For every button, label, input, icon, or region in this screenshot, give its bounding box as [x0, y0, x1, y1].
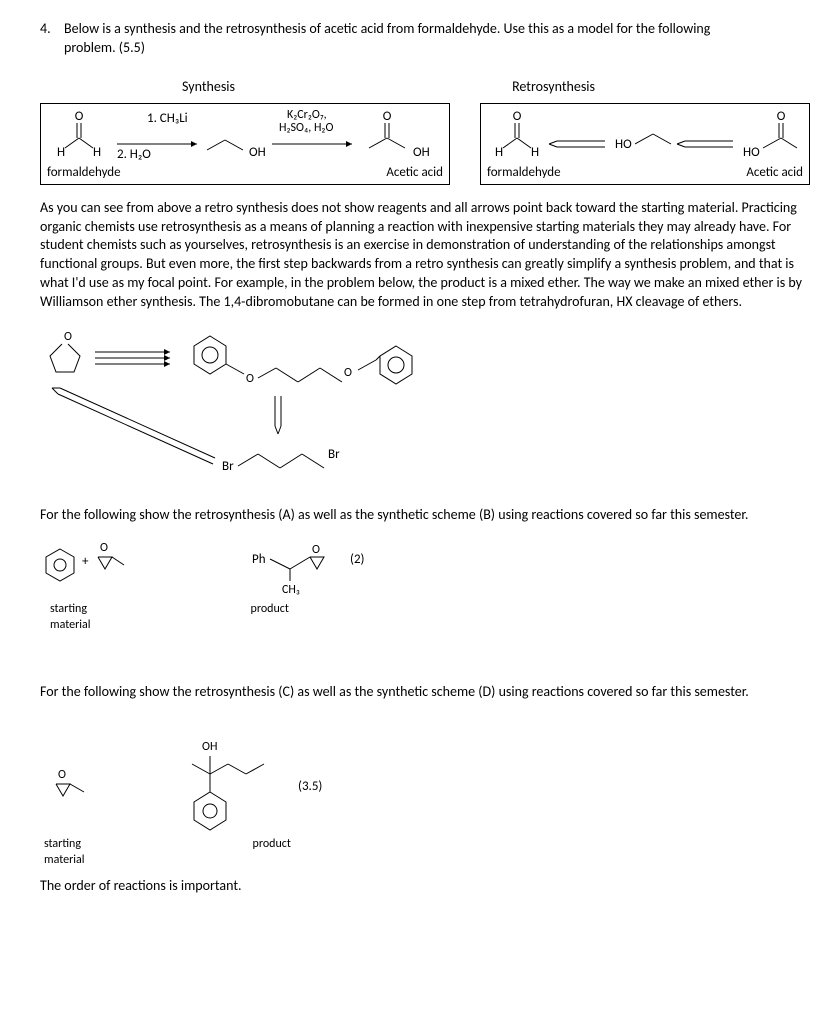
svg-text:O: O: [777, 109, 786, 124]
svg-text:Br: Br: [328, 447, 340, 462]
reaction-boxes: O H H 1. CH₃Li 2. H₂O OH K₂Cr₂O₇, H₂SO₄,…: [40, 103, 806, 185]
svg-text:Ph: Ph: [252, 552, 266, 567]
thf-diagram: O O O Br Br: [40, 326, 806, 496]
retrosynthesis-header: Retrosynthesis: [235, 78, 595, 97]
starting-material-label-1: starting material: [50, 601, 91, 633]
explanation-paragraph: As you can see from above a retro synthe…: [40, 199, 806, 312]
question-text: Below is a synthesis and the retrosynthe…: [64, 20, 806, 58]
svg-text:H: H: [93, 145, 101, 160]
svg-text:O: O: [312, 543, 320, 557]
svg-text:OH: OH: [249, 145, 266, 160]
svg-text:+: +: [82, 554, 89, 569]
svg-text:Br: Br: [222, 459, 234, 474]
question-header: 4. Below is a synthesis and the retrosyn…: [40, 20, 806, 58]
svg-text:O: O: [513, 109, 522, 124]
cd-structures: O OH (3.5): [40, 732, 806, 842]
synthesis-box: O H H 1. CH₃Li 2. H₂O OH K₂Cr₂O₇, H₂SO₄,…: [40, 103, 450, 185]
svg-text:O: O: [246, 372, 254, 386]
svg-text:H: H: [531, 145, 539, 160]
order-note: The order of reactions is important.: [40, 877, 806, 896]
retrosynthesis-box: O H H HO: [480, 103, 810, 185]
svg-text:OH: OH: [202, 740, 217, 754]
ab-structures: + O Ph O CH₃ (2): [40, 535, 806, 605]
svg-text:HO: HO: [615, 137, 632, 152]
svg-text:H: H: [495, 145, 503, 160]
svg-text:OH: OH: [413, 145, 430, 160]
formaldehyde-label: formaldehyde: [47, 164, 121, 182]
starting-material-label-2: starting material: [44, 836, 85, 868]
svg-text:H₂SO₄, H₂O: H₂SO₄, H₂O: [279, 121, 333, 135]
prompt-cd: For the following show the retrosynthesi…: [40, 683, 806, 702]
prompt-ab: For the following show the retrosynthesi…: [40, 506, 806, 525]
question-number: 4.: [40, 20, 64, 58]
retro-formaldehyde-label: formaldehyde: [487, 164, 561, 182]
svg-text:(3.5): (3.5): [298, 779, 322, 794]
product-label-2: product: [253, 836, 291, 868]
svg-text:O: O: [100, 541, 108, 555]
acetic-acid-label: Acetic acid: [386, 164, 443, 182]
svg-text:K₂Cr₂O₇,: K₂Cr₂O₇,: [287, 108, 327, 122]
svg-text:O: O: [383, 109, 392, 124]
svg-text:O: O: [344, 366, 352, 380]
svg-text:CH₃: CH₃: [282, 583, 300, 597]
svg-text:O: O: [64, 330, 72, 344]
svg-text:(2): (2): [350, 552, 364, 567]
retro-acetic-label: Acetic acid: [746, 164, 803, 182]
synthesis-header: Synthesis: [40, 78, 235, 97]
product-label-1: product: [251, 601, 289, 633]
svg-text:1. CH₃Li: 1. CH₃Li: [147, 111, 188, 126]
svg-text:2. H₂O: 2. H₂O: [117, 147, 151, 162]
svg-text:HO: HO: [743, 145, 760, 160]
svg-text:O: O: [58, 768, 66, 782]
svg-text:O: O: [75, 109, 84, 124]
svg-text:H: H: [57, 145, 65, 160]
section-headers: Synthesis Retrosynthesis: [40, 78, 806, 97]
